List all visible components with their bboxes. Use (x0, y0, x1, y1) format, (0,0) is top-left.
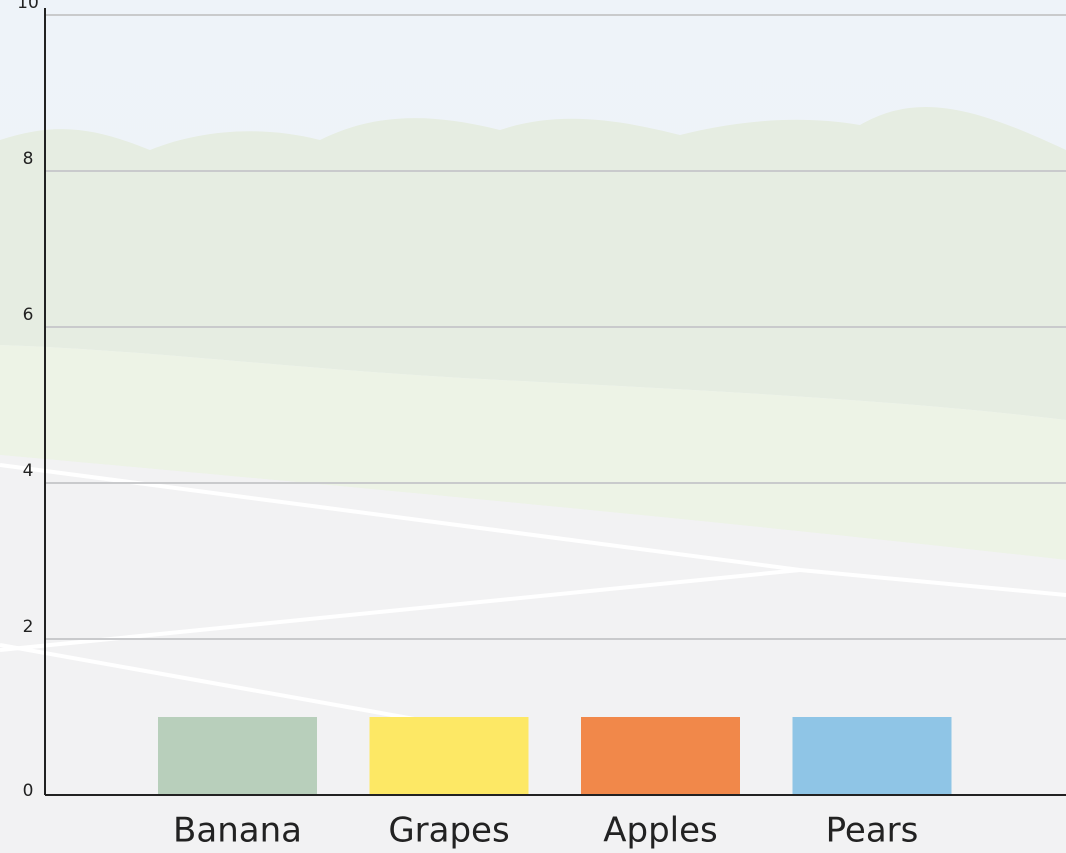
x-tick-label: Grapes (388, 811, 509, 851)
bar (369, 717, 529, 795)
bar (581, 717, 740, 795)
y-tick-label: 2 (23, 617, 34, 637)
bar (792, 717, 952, 795)
x-tick-label: Apples (603, 811, 718, 851)
y-tick-label: 0 (23, 781, 34, 801)
y-tick-label: 6 (23, 305, 34, 325)
y-tick-label: 4 (23, 461, 34, 481)
bar (158, 717, 317, 795)
x-tick-label: Pears (826, 811, 919, 851)
y-tick-label: 10 (17, 0, 39, 13)
x-tick-label: Banana (173, 811, 302, 851)
y-tick-label: 8 (23, 149, 34, 169)
